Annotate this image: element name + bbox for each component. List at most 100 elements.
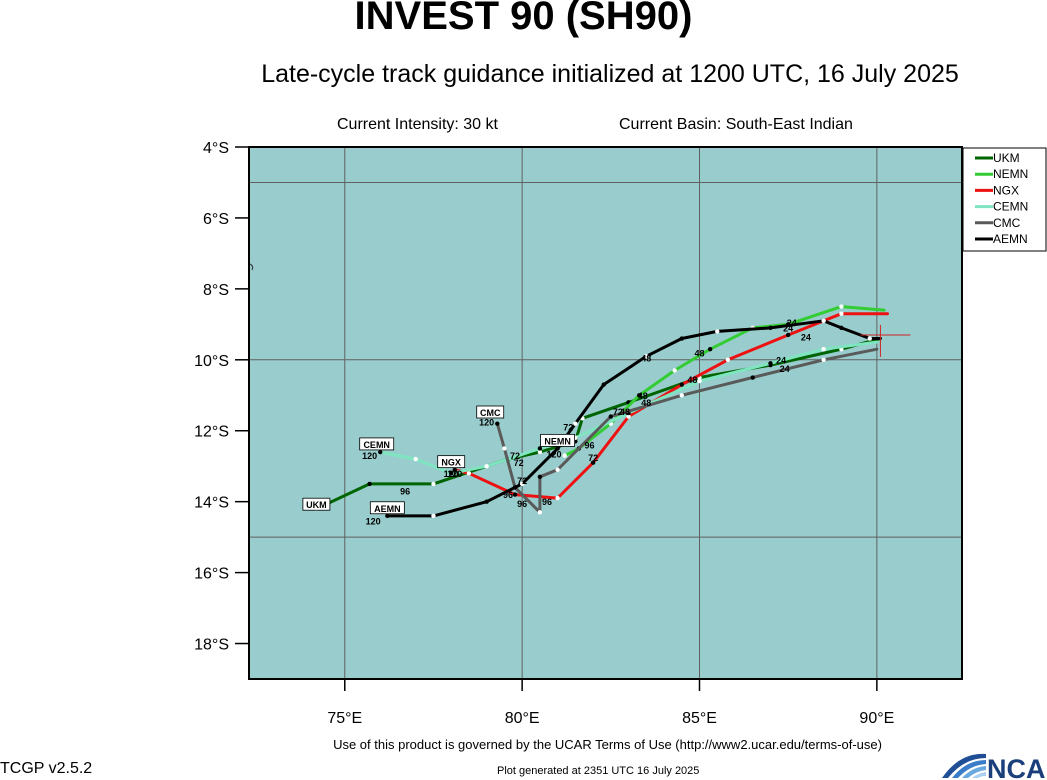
track-point-ngx <box>466 471 472 476</box>
forecast-hour-label: 120 <box>444 469 459 479</box>
model-label-ngx: NGX <box>441 458 461 468</box>
model-label-nemn: NEMN <box>544 436 571 446</box>
forecast-hour-label: 48 <box>687 375 697 385</box>
y-tick-label: 8°S <box>203 282 229 299</box>
track-point-nemn <box>636 393 642 398</box>
forecast-hour-label: 72 <box>563 423 573 433</box>
track-point-cmc <box>608 414 614 419</box>
ocean-area <box>249 147 962 679</box>
track-point-aemn <box>839 325 844 331</box>
current-intensity: Current Intensity: 30 kt <box>337 116 498 133</box>
track-point-ngx <box>590 460 596 465</box>
generated-timestamp: Plot generated at 2351 UTC 16 July 2025 <box>497 765 700 777</box>
forecast-hour-label: 72 <box>510 451 520 461</box>
track-point-nemn <box>562 453 567 458</box>
forecast-hour-label: 120 <box>362 451 377 461</box>
track-point-aemn <box>555 446 560 451</box>
current-basin: Current Basin: South-East Indian <box>619 116 853 133</box>
track-point-nemn <box>839 304 844 309</box>
terms-of-use: Use of this product is governed by the U… <box>333 737 882 752</box>
y-tick-label: 6°S <box>203 211 229 228</box>
track-point-ukm <box>367 481 372 487</box>
track-point-cmc <box>537 510 543 515</box>
track-point-ngx <box>555 495 560 501</box>
forecast-hour-label: 96 <box>503 490 513 500</box>
forecast-hour-label: 72 <box>588 453 598 463</box>
track-point-cmc <box>495 421 500 426</box>
legend-label-cemn: CEMN <box>993 200 1028 214</box>
forecast-hour-label: 72 <box>517 476 527 486</box>
forecast-hour-label: 24 <box>801 332 811 342</box>
x-tick-label: 75°E <box>327 710 362 727</box>
legend-label-ngx: NGX <box>993 183 1019 197</box>
legend-box <box>962 147 1047 252</box>
track-point-cmc <box>821 357 826 362</box>
legend: UKM NEMN NGX CEMN CMC AEMN <box>962 147 1047 252</box>
ncar-logo-text: NCAR <box>987 754 1047 780</box>
track-point-cemn <box>413 456 418 462</box>
forecast-hour-label: 24 <box>787 318 797 328</box>
track-point-aemn <box>519 481 525 487</box>
track-point-cemn <box>448 471 454 476</box>
forecast-hour-label: 72 <box>613 407 623 417</box>
ncar-logo-mark <box>942 753 986 778</box>
y-tick-label: 10°S <box>194 353 229 370</box>
forecast-hour-label: 96 <box>585 440 595 450</box>
track-point-nemn <box>707 346 713 352</box>
track-point-cemn <box>768 361 773 366</box>
track-point-aemn <box>644 354 649 359</box>
forecast-hour-label: 96 <box>542 497 552 507</box>
model-label-ukm: UKM <box>306 500 327 510</box>
track-point-cmc <box>679 393 684 398</box>
map-title: INVEST 90 (SH90) <box>354 0 693 38</box>
track-point-aemn <box>484 499 489 504</box>
model-label-box <box>476 405 505 419</box>
track-point-ukm <box>537 449 543 455</box>
track-point-aemn <box>573 421 578 426</box>
forecast-hour-label: 96 <box>517 499 527 509</box>
y-tick-label: 16°S <box>194 566 229 583</box>
model-label-box <box>540 433 576 447</box>
forecast-hour-label: 48 <box>620 407 630 417</box>
track-point-cemn <box>697 378 702 384</box>
track-point-ngx <box>725 357 731 362</box>
x-tick-label: 85°E <box>682 710 717 727</box>
y-tick-label: 12°S <box>194 424 229 441</box>
track-ukm <box>314 337 882 511</box>
track-point-cmc <box>750 375 755 380</box>
track-point-cemn <box>484 464 489 469</box>
track-point-ngx <box>626 414 631 419</box>
track-point-ngx <box>679 382 684 387</box>
forecast-hour-label: 24 <box>783 323 793 333</box>
legend-label-aemn: AEMN <box>993 232 1028 246</box>
track-point-cemn <box>537 446 543 451</box>
model-label-box <box>359 437 395 451</box>
track-point-cmc <box>502 446 507 451</box>
model-label-box <box>302 497 331 511</box>
forecast-hour-label: 120 <box>547 449 562 459</box>
track-point-cemn <box>821 346 826 352</box>
track-point-cmc <box>537 474 543 480</box>
forecast-hour-label: 120 <box>479 417 494 427</box>
forecast-hour-label: 48 <box>641 354 651 364</box>
legend-label-nemn: NEMN <box>993 167 1028 181</box>
model-label-cemn: CEMN <box>363 440 390 450</box>
x-tick-label: 90°E <box>859 710 894 727</box>
model-label-box <box>437 455 466 469</box>
legend-label-cmc: CMC <box>993 216 1021 230</box>
track-point-aemn <box>768 325 773 331</box>
track-point-ngx <box>839 311 844 316</box>
model-label-box <box>369 501 405 515</box>
track-nemn <box>563 305 886 458</box>
forecast-hour-label: 48 <box>641 398 651 408</box>
track-point-ukm <box>431 481 436 487</box>
forecast-hour-label: 120 <box>366 517 381 527</box>
legend-label-ukm: UKM <box>993 151 1020 165</box>
forecast-hour-label: 120 <box>447 469 462 479</box>
forecast-hour-label: 48 <box>694 348 704 358</box>
track-point-aemn <box>821 318 826 323</box>
forecast-hour-label: 96 <box>400 487 410 497</box>
map-frame <box>248 146 963 680</box>
forecast-hour-label: 24 <box>780 364 790 374</box>
